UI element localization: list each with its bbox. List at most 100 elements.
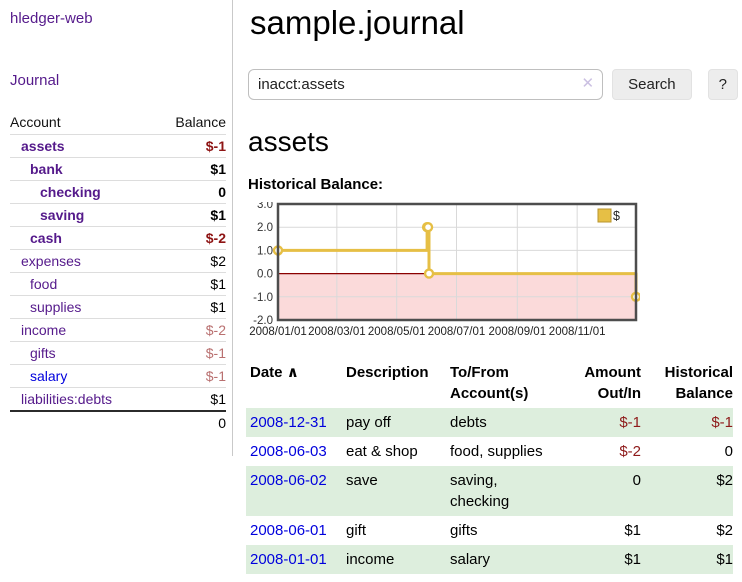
sidebar-account-row: salary $-1 (10, 364, 226, 388)
transaction-description: gift (346, 521, 367, 539)
col-header-amount: Amount Out/In (584, 363, 641, 402)
transaction-accounts: gifts (450, 521, 478, 539)
transaction-row: 2008-01-01 income salary $1 $1 (246, 544, 733, 574)
svg-text:0.0: 0.0 (257, 268, 273, 280)
app-brand-link[interactable]: hledger-web (10, 10, 93, 27)
sidebar-account-balance: $-2 (154, 318, 226, 342)
search-button[interactable]: Search (612, 69, 692, 101)
transaction-balance: $1 (716, 550, 733, 568)
chart-title: Historical Balance: (248, 175, 384, 193)
transaction-row: 2008-12-31 pay off debts $-1 $-1 (246, 407, 733, 437)
sidebar-account-link[interactable]: checking (40, 184, 101, 200)
svg-text:2008/09/01: 2008/09/01 (489, 326, 547, 338)
clear-search-icon[interactable]: ✕ (581, 75, 595, 93)
sidebar-account-row: food $1 (10, 272, 226, 296)
svg-text:$: $ (613, 209, 620, 223)
transaction-accounts: debts (450, 413, 487, 431)
sidebar-account-row: checking 0 (10, 180, 226, 204)
transaction-accounts: food, supplies (450, 442, 543, 460)
transaction-date-link[interactable]: 2008-06-03 (250, 442, 327, 460)
transaction-row: 2008-06-03 eat & shop food, supplies $-2 0 (246, 437, 733, 466)
svg-text:-2.0: -2.0 (253, 315, 273, 327)
sidebar-account-link[interactable]: gifts (30, 345, 56, 361)
sidebar-account-row: income $-2 (10, 318, 226, 342)
sidebar-account-link[interactable]: food (30, 276, 58, 292)
sidebar-account-link[interactable]: liabilities:debts (21, 391, 113, 407)
sidebar-account-balance: $-2 (154, 226, 226, 250)
sidebar-account-row: supplies $1 (10, 295, 226, 319)
svg-text:2008/03/01: 2008/03/01 (308, 326, 366, 338)
transaction-description: save (346, 471, 378, 489)
sidebar-account-link[interactable]: assets (21, 138, 65, 154)
col-header-date[interactable]: Date ∧ (250, 363, 299, 381)
sidebar-account-row: expenses $2 (10, 249, 226, 273)
sidebar-account-link[interactable]: income (21, 322, 67, 338)
sidebar-account-link[interactable]: expenses (21, 253, 81, 269)
svg-text:-1.0: -1.0 (253, 292, 273, 304)
col-header-accounts: To/From Account(s) (450, 363, 529, 402)
sidebar-account-balance: $1 (154, 295, 226, 319)
accounts-header-account: Account (10, 110, 155, 135)
sidebar-account-link[interactable]: supplies (30, 299, 82, 315)
transaction-date-link[interactable]: 2008-01-01 (250, 550, 327, 568)
svg-text:2008/07/01: 2008/07/01 (428, 326, 486, 338)
transaction-description: pay off (346, 413, 391, 431)
transaction-amount: $1 (624, 550, 641, 568)
transaction-row: 2008-06-02 save saving, checking 0 $2 (246, 465, 733, 516)
sidebar-account-row: cash $-2 (10, 226, 226, 250)
sidebar-account-link[interactable]: salary (30, 368, 68, 384)
sidebar-account-balance: $1 (154, 203, 226, 227)
sidebar-account-balance: $-1 (205, 138, 226, 154)
svg-text:2008/11/01: 2008/11/01 (549, 326, 606, 338)
accounts-total-value: 0 (154, 410, 226, 434)
sidebar-account-row: liabilities:debts $1 (10, 387, 226, 411)
search-input[interactable] (248, 69, 604, 101)
sidebar-account-row: assets $-1 (10, 135, 226, 158)
account-title: assets (248, 126, 329, 158)
sidebar-account-balance: $2 (154, 249, 226, 273)
transaction-description: income (346, 550, 395, 568)
transaction-date-link[interactable]: 2008-06-01 (250, 521, 327, 539)
main-content: sample.journal ✕ Search ? assets Histori… (246, 0, 738, 574)
transaction-amount: 0 (632, 471, 641, 489)
col-header-description: Description (346, 363, 429, 381)
sidebar-account-link[interactable]: bank (30, 161, 63, 177)
col-header-balance: Historical Balance (664, 363, 733, 402)
svg-text:3.0: 3.0 (257, 202, 273, 211)
sidebar-account-balance: $1 (154, 157, 226, 181)
help-button[interactable]: ? (707, 69, 738, 101)
sidebar-account-link[interactable]: cash (30, 230, 62, 246)
sidebar-account-balance: $-1 (154, 341, 226, 365)
transaction-amount: $-2 (619, 442, 641, 460)
register-table: Date ∧ Description To/From Account(s) Am… (246, 358, 733, 574)
search-form: ✕ Search ? (248, 69, 738, 101)
accounts-header-balance: Balance (154, 110, 226, 135)
svg-text:2.0: 2.0 (257, 222, 273, 234)
sidebar-account-balance: $1 (154, 272, 226, 296)
transaction-balance: $-1 (711, 413, 733, 431)
sidebar: hledger-web Journal Account Balance asse… (0, 0, 233, 456)
transaction-balance: 0 (724, 442, 733, 460)
transaction-date-link[interactable]: 2008-06-02 (250, 471, 327, 489)
sidebar-accounts-table: Account Balance assets $-1 bank $1 checking 0… (10, 110, 226, 434)
svg-text:1.0: 1.0 (257, 245, 273, 257)
transaction-amount: $-1 (619, 413, 641, 431)
page-title: sample.journal (250, 4, 465, 41)
transaction-date-link[interactable]: 2008-12-31 (250, 413, 327, 431)
svg-text:2008/01/01: 2008/01/01 (249, 326, 307, 338)
sidebar-account-link[interactable]: saving (40, 207, 85, 223)
transaction-row: 2008-06-01 gift gifts $1 $2 (246, 516, 733, 545)
transaction-accounts: saving, checking (450, 471, 510, 510)
transaction-balance: $2 (716, 521, 733, 539)
sidebar-account-row: saving $1 (10, 203, 226, 227)
sidebar-account-balance: 0 (154, 180, 226, 204)
transaction-accounts: salary (450, 550, 491, 568)
accounts-total-row: 0 (10, 410, 226, 434)
svg-text:2008/05/01: 2008/05/01 (368, 326, 426, 338)
nav-journal-link[interactable]: Journal (10, 72, 60, 89)
sidebar-account-balance: $1 (154, 387, 226, 411)
sidebar-account-balance: $-1 (154, 364, 226, 388)
sort-asc-icon: ∧ (286, 363, 299, 381)
transaction-description: eat & shop (346, 442, 418, 460)
